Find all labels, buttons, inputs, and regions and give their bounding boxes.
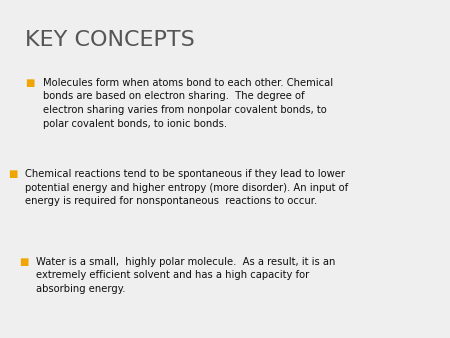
Text: ■: ■ [8,169,18,179]
Text: Water is a small,  highly polar molecule.  As a result, it is an
extremely effic: Water is a small, highly polar molecule.… [36,257,335,294]
Text: ■: ■ [25,78,34,88]
Text: KEY CONCEPTS: KEY CONCEPTS [25,30,194,50]
Text: Chemical reactions tend to be spontaneous if they lead to lower
potential energy: Chemical reactions tend to be spontaneou… [25,169,348,206]
Text: Molecules form when atoms bond to each other. Chemical
bonds are based on electr: Molecules form when atoms bond to each o… [43,78,333,128]
Text: ■: ■ [19,257,28,267]
